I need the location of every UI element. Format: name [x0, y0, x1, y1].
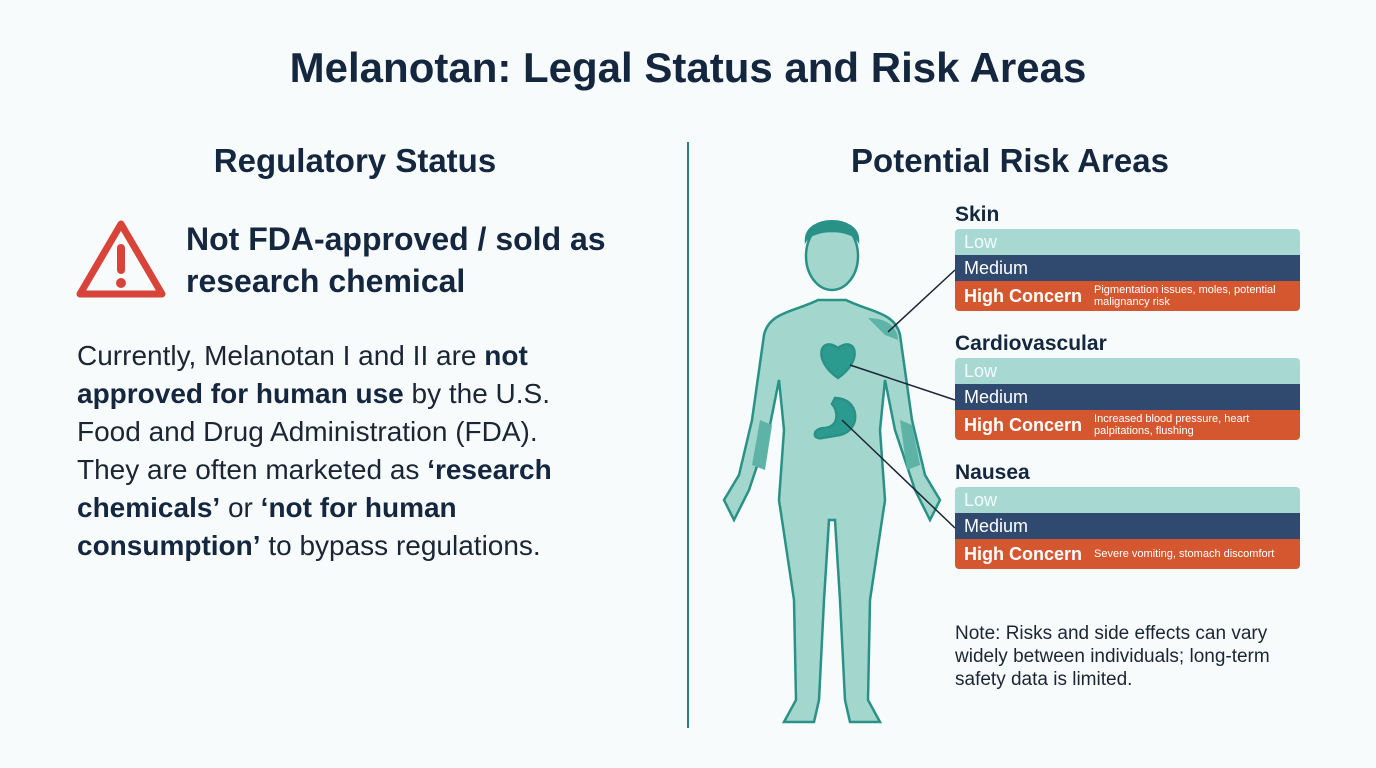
level-label: High Concern: [964, 285, 1083, 306]
text-segment: or: [220, 492, 261, 523]
risk-level: High Concern Severe vomiting, stomach dis…: [955, 539, 1300, 569]
level-label: Medium: [964, 515, 1029, 536]
title: Melanotan: Legal Status and Risk Areas: [289, 44, 1087, 91]
level-label: High Concern: [964, 543, 1083, 564]
text-segment: by the U.S. Food and Drug Administration…: [77, 378, 551, 485]
section-heading: Potential Risk Areas: [851, 142, 1169, 179]
note: Note: Risks and side effects can vary wi…: [955, 623, 1270, 690]
text-segment: not approved for human use: [77, 340, 528, 409]
text-segment: Currently, Melanotan I and II are: [77, 340, 485, 371]
paragraph: Currently, Melanotan I and II are not ap…: [77, 337, 597, 565]
risk-level: Medium: [955, 255, 1300, 281]
connectors: [841, 269, 956, 529]
risk-detail: Pigmentation issues, moles, potential ma…: [1094, 284, 1276, 308]
human-figure: [722, 220, 942, 724]
risk-level: Low: [955, 358, 1300, 384]
status: Not FDA-approved / sold as research chem…: [186, 221, 606, 299]
risk-detail: Severe vomiting, stomach discomfort: [1094, 548, 1275, 560]
risk-detail: Increased blood pressure, heart palpitat…: [1094, 413, 1250, 437]
level-label: Medium: [964, 386, 1029, 407]
risk-area: Nausea Low Medium High Concern Severe vomiti…: [955, 461, 1300, 569]
section-heading: Regulatory Status: [213, 142, 497, 179]
level-label: Medium: [964, 257, 1029, 278]
risk-level: Medium: [955, 384, 1300, 410]
risk-level: High Concern Pigmentation issues, moles, …: [955, 281, 1300, 311]
level-label: Low: [964, 360, 998, 381]
risk-area: Cardiovascular Low Medium High Concern Incre…: [955, 332, 1300, 440]
risk-level: High Concern Increased blood pressure, he…: [955, 410, 1300, 440]
text-segment: ‘not for human consumption’: [77, 492, 457, 561]
risk-area: Skin Low Medium High Concern Pigmentation is…: [955, 203, 1300, 311]
text-segment: to bypass regulations.: [260, 530, 541, 561]
risk-name: Skin: [955, 203, 1000, 226]
risk-level: Medium: [955, 513, 1300, 539]
text-segment: ‘research chemicals’: [77, 454, 552, 523]
risk-name: Nausea: [955, 461, 1030, 484]
risk-name: Cardiovascular: [955, 332, 1107, 355]
level-label: Low: [964, 231, 998, 252]
warning-icon: [76, 220, 166, 298]
risk-level: Low: [955, 229, 1300, 255]
level-label: Low: [964, 489, 998, 510]
level-label: High Concern: [964, 414, 1083, 435]
risk-level: Low: [955, 487, 1300, 513]
